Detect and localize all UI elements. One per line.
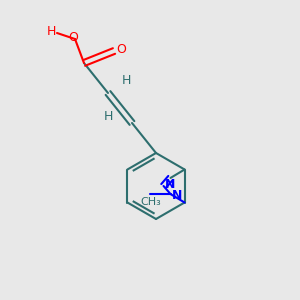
Text: O: O: [69, 31, 78, 44]
Text: N: N: [165, 178, 175, 191]
Text: CH₃: CH₃: [141, 196, 161, 207]
Text: H: H: [47, 25, 56, 38]
Text: O: O: [117, 43, 126, 56]
Text: H: H: [103, 110, 113, 124]
Text: N: N: [172, 189, 182, 202]
Text: H: H: [121, 74, 131, 88]
